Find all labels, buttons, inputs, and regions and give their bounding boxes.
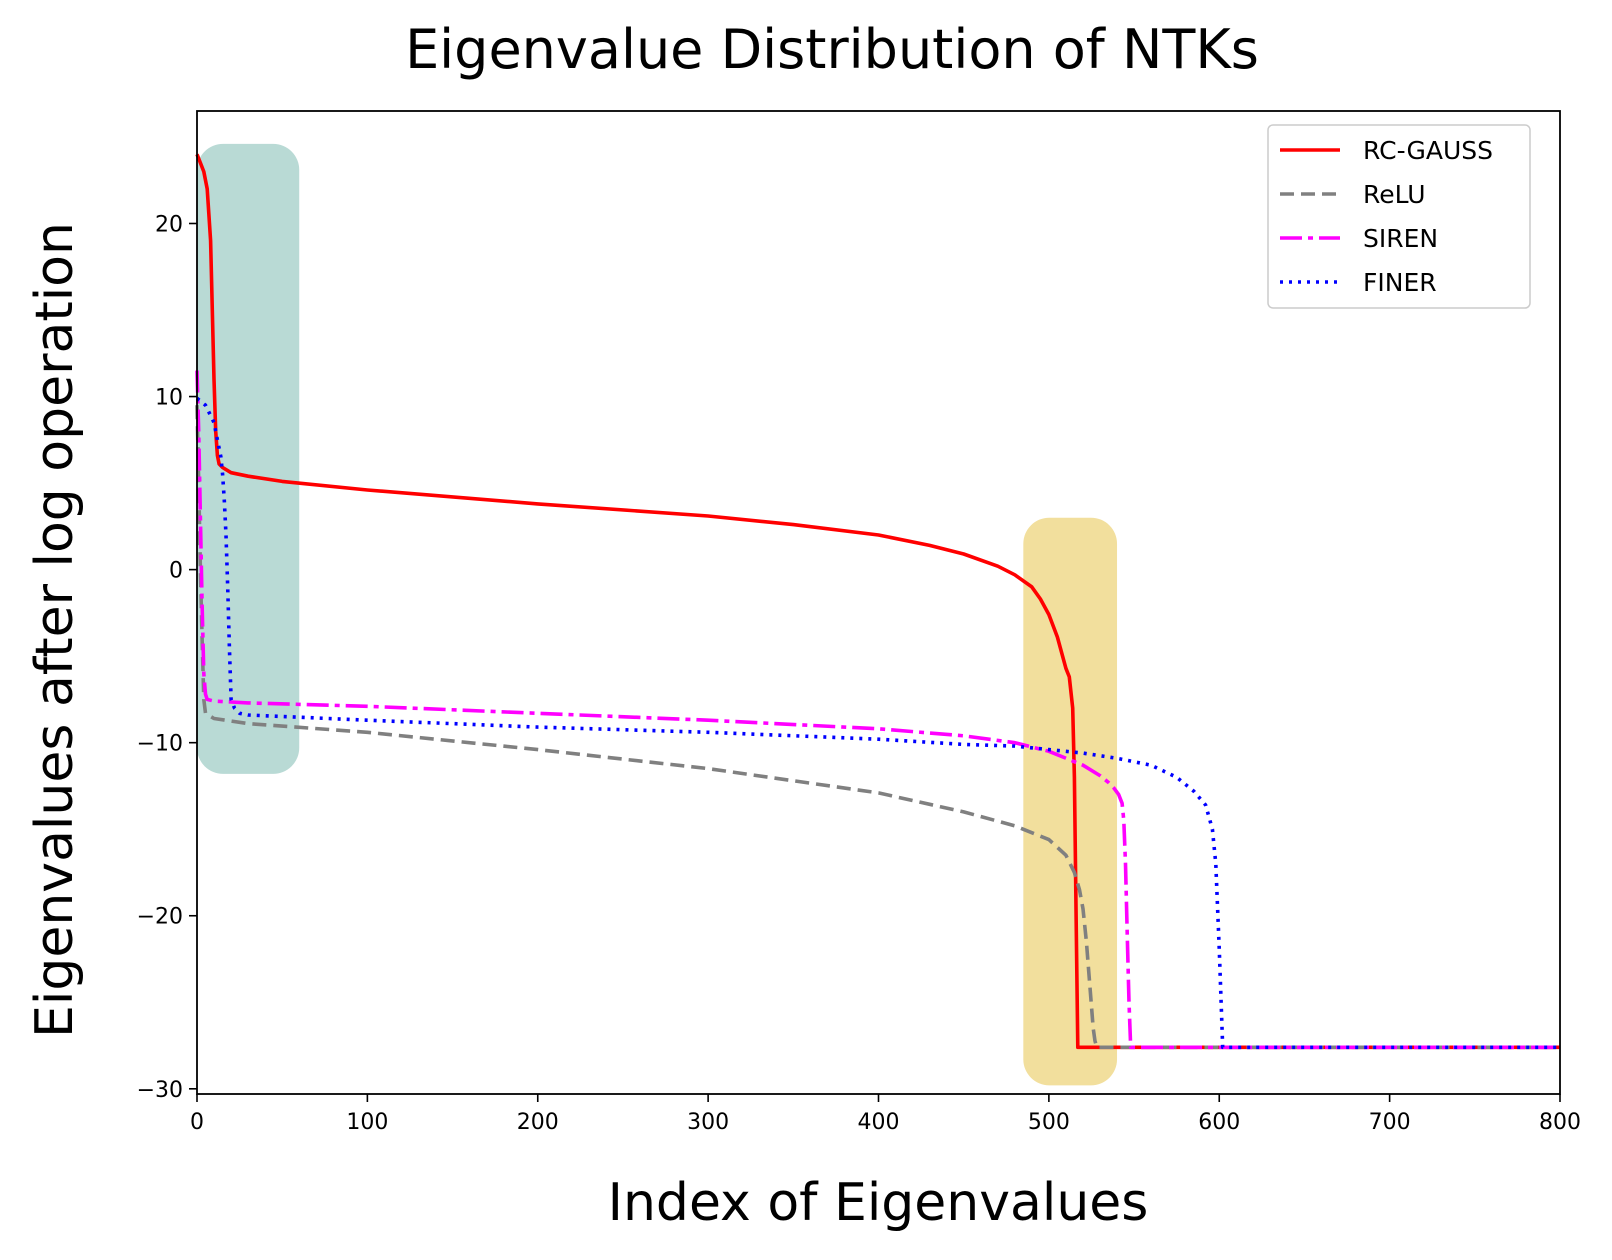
x-tick-label: 0 — [190, 1110, 204, 1135]
highlight-region-0 — [197, 143, 300, 774]
x-axis-label: Index of Eigenvalues — [608, 1173, 1149, 1233]
legend-box — [1267, 124, 1531, 309]
x-tick-label: 800 — [1539, 1110, 1581, 1135]
legend-label-siren: SIREN — [1363, 224, 1438, 253]
series-lines — [195, 153, 1560, 1050]
x-tick-label: 700 — [1369, 1110, 1411, 1135]
x-tick-label: 300 — [687, 1110, 729, 1135]
y-tick-label: 10 — [155, 386, 183, 411]
series-line-siren — [195, 370, 1560, 1050]
legend-label-finer: FINER — [1363, 268, 1437, 297]
x-tick-label: 100 — [346, 1110, 388, 1135]
series-line-relu — [195, 405, 1560, 1050]
x-tick-label: 600 — [1198, 1110, 1240, 1135]
y-tick-label: −10 — [137, 732, 183, 757]
legend: RC-GAUSS ReLU SIREN FINER — [1267, 124, 1531, 309]
x-tick-label: 400 — [858, 1110, 900, 1135]
chart-title: Eigenvalue Distribution of NTKs — [405, 18, 1259, 81]
highlight-region-1 — [1023, 517, 1118, 1086]
y-tick-label: −20 — [137, 905, 183, 930]
highlight-regions — [197, 143, 1118, 1086]
legend-label-relu: ReLU — [1363, 180, 1426, 209]
y-axis-label: Eigenvalues after log operation — [25, 222, 85, 1038]
x-tick-label: 500 — [1028, 1110, 1070, 1135]
series-line-rc-gauss — [195, 153, 1560, 1050]
y-tick-label: 0 — [169, 559, 183, 584]
y-tick-label: −30 — [137, 1078, 183, 1103]
x-axis-ticks: 0 100 200 300 400 500 600 700 800 — [190, 1094, 1581, 1135]
x-tick-label: 200 — [517, 1110, 559, 1135]
y-tick-label: 20 — [155, 212, 183, 237]
y-axis-ticks: 20 10 0 −10 −20 −30 — [137, 212, 197, 1103]
legend-label-rc-gauss: RC-GAUSS — [1363, 136, 1493, 165]
